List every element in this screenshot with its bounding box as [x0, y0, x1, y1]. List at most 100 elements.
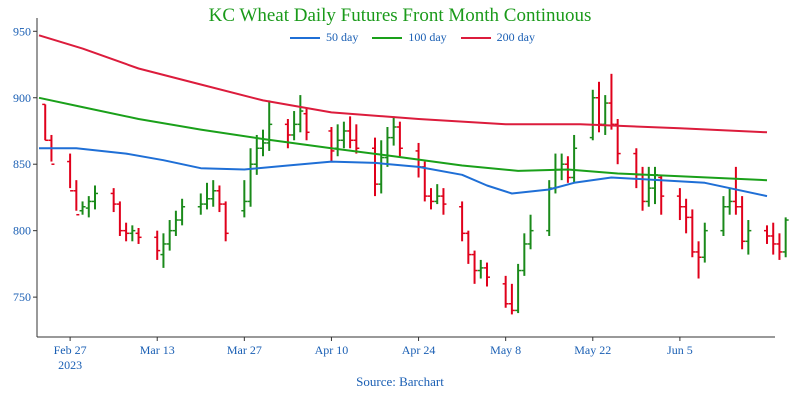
- y-tick-label: 900: [13, 91, 31, 105]
- legend-item-50-day: 50 day: [290, 30, 358, 45]
- ohlc-bar: [764, 225, 770, 244]
- ohlc-bar: [732, 166, 739, 215]
- legend-swatch-100-day: [372, 36, 403, 39]
- y-tick-label: 750: [13, 290, 31, 304]
- ohlc-bar: [428, 188, 434, 210]
- ohlc-bar: [222, 201, 229, 242]
- x-tick-label: Jun 5: [667, 343, 693, 357]
- y-tick-label: 800: [13, 224, 31, 238]
- x-tick-label: May 22: [574, 343, 611, 357]
- ohlc-bar: [328, 126, 335, 162]
- ohlc-bar: [384, 126, 391, 167]
- ohlc-bar: [216, 185, 223, 213]
- series-line-50-day: [39, 147, 768, 198]
- y-tick-label: 850: [13, 157, 31, 171]
- ohlc-bar: [602, 95, 609, 135]
- ohlc-bar: [589, 89, 596, 141]
- ohlc-bar: [571, 134, 578, 183]
- ohlc-bar: [558, 153, 565, 181]
- legend-swatch-50-day: [290, 36, 320, 39]
- ohlc-bar: [92, 185, 98, 210]
- ohlc-bars: [42, 73, 789, 315]
- x-tick-sublabel: 2023: [58, 358, 82, 372]
- ohlc-bar: [652, 166, 658, 205]
- ohlc-bar: [334, 124, 341, 157]
- ohlc-bar: [347, 116, 354, 149]
- ohlc-bar: [204, 182, 210, 210]
- chart-source: Source: Barchart: [356, 374, 444, 389]
- ohlc-bar: [179, 198, 186, 226]
- ohlc-bar: [776, 233, 783, 260]
- ohlc-bar: [396, 121, 403, 157]
- ohlc-bar: [73, 180, 80, 216]
- chart-title: KC Wheat Daily Futures Front Month Conti…: [208, 5, 592, 26]
- ohlc-bar: [42, 103, 49, 142]
- ohlc-bar: [508, 283, 515, 315]
- legend-label-50-day: 50 day: [326, 30, 359, 44]
- ohlc-bar: [471, 250, 478, 284]
- ohlc-bar: [291, 111, 298, 141]
- legend-item-100-day: 100 day: [372, 30, 447, 45]
- ohlc-bar: [197, 193, 204, 215]
- ohlc-bar: [266, 100, 273, 151]
- legend-label-200-day: 200 day: [496, 30, 535, 44]
- ohlc-bar: [67, 153, 74, 192]
- ohlc-bar: [378, 140, 385, 194]
- x-tick-label: Apr 10: [315, 343, 349, 357]
- ohlc-bar: [247, 148, 254, 207]
- ohlc-bar: [297, 95, 304, 133]
- ohlc-bar: [303, 108, 310, 141]
- ohlc-bar: [85, 196, 92, 218]
- x-tick-label: Mar 27: [227, 343, 262, 357]
- ohlc-bar: [484, 262, 490, 287]
- ohlc-bar: [689, 209, 696, 258]
- ohlc-bar: [390, 116, 397, 146]
- ohlc-bar: [477, 259, 484, 279]
- ohlc-bar: [353, 124, 360, 154]
- ohlc-bar: [372, 137, 378, 197]
- ohlc-bar: [241, 180, 248, 218]
- ohlc-bar: [172, 210, 179, 236]
- x-tick-label: May 8: [490, 343, 521, 357]
- ohlc-bar: [123, 222, 130, 242]
- ohlc-bar: [440, 188, 447, 215]
- ohlc-bar: [745, 220, 752, 255]
- ohlc-bar: [633, 148, 640, 189]
- legend-label-100-day: 100 day: [408, 30, 447, 44]
- chart-legend: 50 day 100 day 200 day: [290, 30, 535, 45]
- ohlc-bar: [658, 174, 665, 215]
- ohlc-bar: [154, 230, 161, 260]
- ohlc-bar: [459, 201, 466, 242]
- legend-item-200-day: 200 day: [460, 30, 535, 45]
- ohlc-bar: [79, 201, 86, 215]
- ohlc-bar: [116, 201, 123, 236]
- ohlc-bar: [260, 129, 266, 157]
- series-line-200-day: [38, 34, 768, 134]
- legend-swatch-200-day: [460, 36, 491, 39]
- ohlc-bar: [608, 73, 615, 130]
- ohlc-bar: [48, 134, 55, 165]
- ohlc-bar: [166, 220, 173, 251]
- ohlc-bar: [739, 196, 746, 250]
- ohlc-bar: [515, 263, 522, 314]
- x-tick-label: Apr 24: [402, 343, 436, 357]
- ohlc-bar: [527, 214, 534, 250]
- ohlc-bar: [284, 119, 291, 149]
- x-tick-label: Mar 13: [140, 343, 175, 357]
- ohlc-bar: [676, 188, 683, 221]
- ohlc-bar: [465, 230, 472, 264]
- ohlc-bar: [521, 233, 528, 276]
- ohlc-bar: [135, 228, 142, 244]
- moving-average-lines: [38, 34, 768, 198]
- ohlc-bar: [340, 121, 347, 149]
- ohlc-bar: [160, 233, 167, 268]
- ohlc-bar: [683, 198, 690, 234]
- ohlc-bar: [701, 222, 708, 263]
- series-line-100-day: [38, 96, 768, 182]
- ohlc-bar: [645, 166, 652, 207]
- ohlc-bar: [720, 196, 727, 236]
- ohlc-bar: [210, 180, 217, 207]
- x-tick-label: Feb 27: [54, 343, 87, 357]
